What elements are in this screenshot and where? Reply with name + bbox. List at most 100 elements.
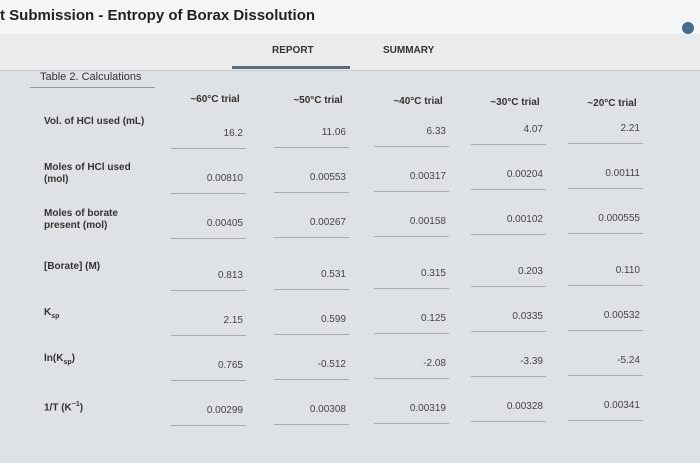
row-label: Moles of borate present (mol) — [44, 208, 154, 232]
row-label: ln(Ksp) — [44, 353, 154, 369]
column-header: ~60°C trial — [190, 94, 240, 105]
cell-underline — [568, 285, 643, 287]
cell-underline — [274, 191, 349, 193]
cell-value: 0.125 — [420, 312, 446, 324]
tab[interactable]: SUMMARY — [383, 45, 435, 56]
cell-value: 0.00317 — [409, 170, 446, 182]
cell-value: 0.00532 — [603, 310, 640, 322]
cell-value: 0.813 — [217, 270, 243, 281]
cell-value: 0.00158 — [409, 215, 446, 227]
tab-bar: REPORT SUMMARY — [0, 34, 700, 71]
cell-underline — [471, 144, 546, 146]
cell-underline — [171, 148, 246, 149]
cell-underline — [568, 188, 643, 190]
cell-underline — [374, 332, 449, 334]
tab[interactable]: REPORT — [272, 45, 314, 56]
cell-value: 11.06 — [321, 126, 346, 138]
cell-value: -5.24 — [617, 355, 640, 367]
cell-underline — [171, 335, 246, 336]
cell-value: 0.00810 — [206, 173, 243, 184]
cell-value: 0.531 — [320, 268, 346, 280]
cell-value: 0.00553 — [309, 171, 346, 183]
label-text: [Borate] (M) — [44, 261, 101, 272]
label-subscript: sp — [63, 359, 72, 366]
label-text: Vol. of HCl used (mL) — [44, 116, 145, 127]
caption-underline — [30, 87, 155, 88]
active-tab-indicator — [232, 66, 350, 69]
cell-underline — [568, 233, 643, 235]
cell-underline — [274, 288, 349, 290]
label-text: Moles of HCl used (mol) — [44, 162, 131, 185]
cell-underline — [274, 146, 349, 148]
page-title: t Submission - Entropy of Borax Dissolut… — [0, 7, 316, 24]
top-bar: t Submission - Entropy of Borax Dissolut… — [0, 0, 700, 34]
cell-underline — [471, 234, 546, 236]
cell-underline — [374, 190, 449, 192]
cell-value: 0.315 — [420, 267, 446, 279]
cell-value: -0.512 — [317, 358, 346, 370]
cell-value: -2.08 — [423, 357, 446, 369]
cell-underline — [471, 189, 546, 191]
cell-underline — [471, 421, 546, 423]
cell-underline — [374, 145, 449, 147]
cell-underline — [471, 376, 546, 378]
cell-underline — [568, 143, 643, 145]
cell-value: 2.21 — [620, 123, 640, 135]
column-header: ~50°C trial — [293, 95, 343, 106]
label-subscript: sp — [51, 313, 60, 320]
cell-value: 0.00267 — [309, 216, 346, 228]
cell-value: 0.00308 — [309, 403, 346, 415]
row-label: [Borate] (M) — [44, 261, 154, 273]
cell-underline — [274, 423, 349, 425]
cell-value: 0.00405 — [206, 218, 243, 229]
label-text: ) — [71, 353, 75, 364]
cell-underline — [374, 377, 449, 379]
cell-underline — [274, 378, 349, 380]
cell-value: 0.00341 — [603, 400, 640, 412]
cell-underline — [171, 425, 246, 426]
cell-value: 0.203 — [517, 266, 543, 278]
label-text: ) — [79, 402, 84, 414]
cell-value: 0.00299 — [206, 405, 243, 416]
cell-underline — [374, 235, 449, 237]
cell-underline — [171, 193, 246, 194]
row-label: Vol. of HCl used (mL) — [44, 116, 154, 128]
cell-underline — [274, 333, 349, 335]
cell-value: 0.000555 — [598, 213, 640, 225]
cell-underline — [568, 330, 643, 332]
cell-value: 0.00319 — [409, 402, 446, 414]
cell-value: 0.0335 — [512, 311, 543, 323]
row-label: Moles of HCl used (mol) — [44, 162, 154, 186]
cell-value: 0.00328 — [506, 401, 543, 413]
cell-value: 6.33 — [426, 125, 446, 137]
cell-underline — [171, 290, 246, 291]
cell-value: 0.110 — [615, 265, 640, 277]
cell-value: 0.00111 — [605, 168, 640, 180]
column-header: ~30°C trial — [490, 97, 540, 108]
user-icon[interactable] — [682, 22, 694, 34]
cell-underline — [171, 238, 246, 239]
cell-value: 16.2 — [223, 128, 243, 139]
row-label: 1/T (K−1) — [44, 399, 154, 414]
label-text: K — [44, 307, 52, 318]
cell-underline — [374, 287, 449, 289]
column-header: ~20°C trial — [587, 98, 637, 109]
cell-value: 2.15 — [223, 315, 243, 326]
label-superscript: −1 — [71, 401, 80, 408]
cell-value: -3.39 — [520, 356, 543, 368]
cell-underline — [374, 422, 449, 424]
table-caption: Table 2. Calculations — [40, 71, 142, 83]
cell-value: 4.07 — [523, 124, 543, 136]
label-text: Moles of borate present (mol) — [44, 208, 118, 231]
row-label: Ksp — [44, 307, 154, 323]
cell-underline — [471, 286, 546, 288]
cell-underline — [171, 380, 246, 381]
label-text: 1/T (K — [44, 402, 72, 414]
cell-underline — [274, 236, 349, 238]
cell-value: 0.00204 — [506, 169, 543, 181]
cell-underline — [568, 375, 643, 377]
cell-value: 0.765 — [217, 360, 243, 371]
cell-underline — [471, 331, 546, 333]
column-header: ~40°C trial — [393, 96, 443, 107]
